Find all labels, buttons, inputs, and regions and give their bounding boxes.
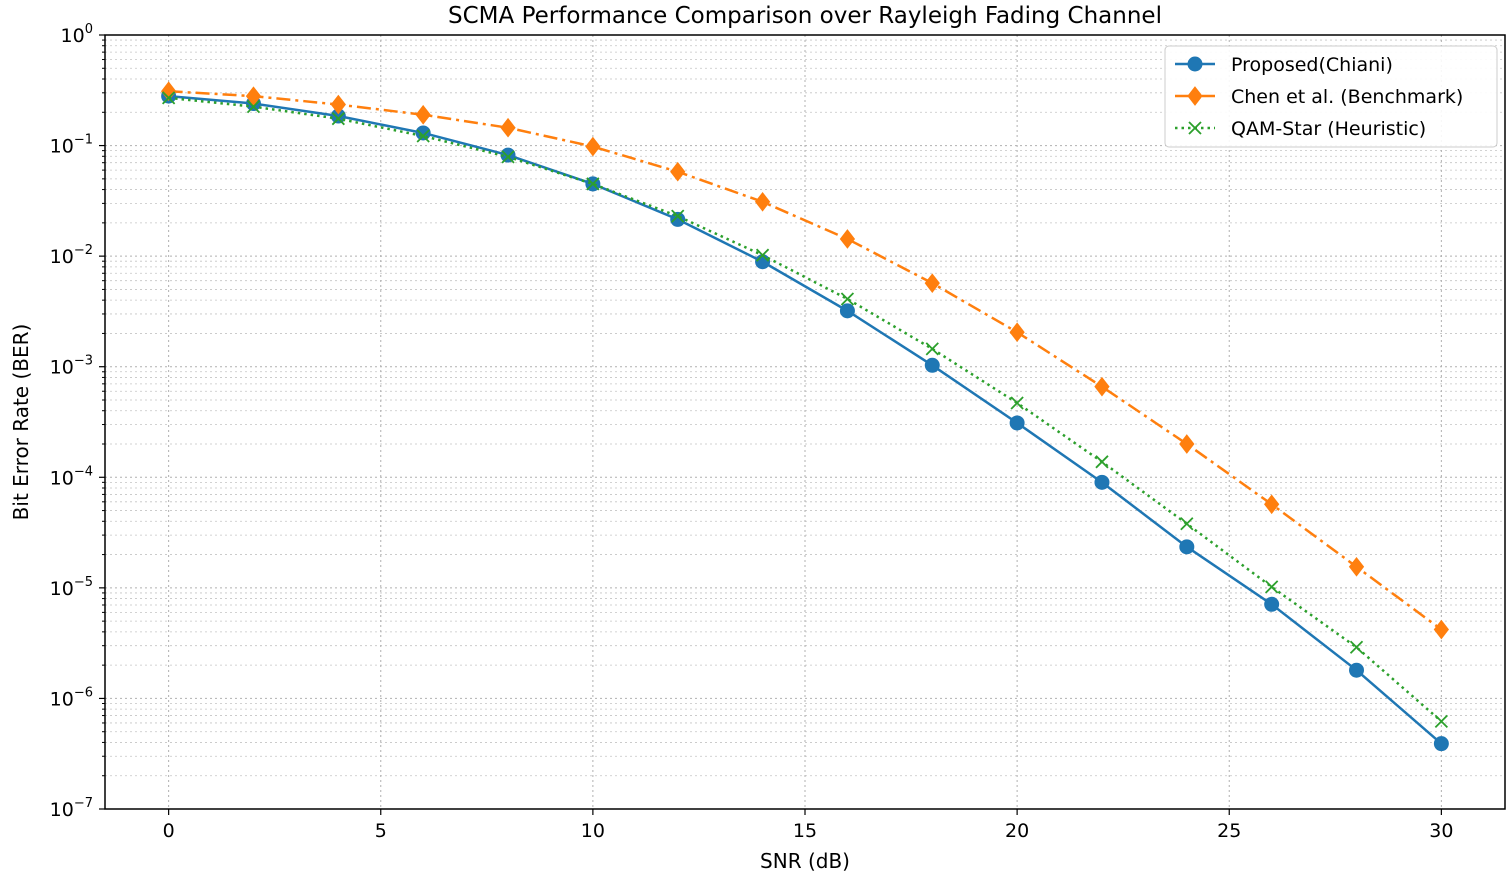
y-tick-label: 10−3 [50,354,93,379]
legend-marker [1187,86,1203,106]
series-line [168,89,1443,631]
x-tick-label: 15 [793,820,817,842]
data-point [1264,596,1280,612]
x-tick-label: 30 [1429,820,1453,842]
data-point [1433,619,1449,640]
data-point [1265,580,1279,594]
x-tick-label: 5 [375,820,387,842]
data-point [1095,455,1109,469]
data-point [416,129,430,143]
ticks: 100 10−1 10−2 10−3 10−4 10−5 10−6 10−7 0 5 10 15 20 2… [50,22,1454,842]
data-point [839,303,855,319]
data-point [1264,494,1280,515]
data-point [754,191,771,212]
data-point [840,292,855,306]
data-point [1094,376,1110,397]
x-tick-label: 10 [581,820,605,842]
data-point [161,91,176,105]
data-point [1180,517,1194,531]
y-tick-label: 100 [61,22,93,47]
data-point [1010,396,1024,410]
x-tick-label: 0 [163,820,175,842]
data-point [670,161,686,182]
y-tick-label: 10−7 [50,796,93,821]
data-point [501,150,515,164]
legend-marker [1187,56,1203,72]
data-point [245,86,262,106]
data-point [415,104,431,125]
y-tick-label: 10−4 [50,464,93,489]
data-point [1179,434,1195,454]
series-3 [161,91,1448,729]
data-point [1348,556,1365,577]
y-tick-label: 10−6 [50,685,93,710]
legend-label: Proposed(Chiani) [1231,54,1393,76]
data-point [161,81,177,102]
data-point [1433,736,1449,752]
data-point [1094,474,1110,490]
data-point [415,125,431,141]
data-point [331,112,345,126]
x-tick-label: 25 [1217,820,1241,842]
data-point [671,209,685,223]
data-point [755,254,771,270]
data-point [586,177,600,191]
y-tick-label: 10−5 [50,575,93,600]
x-tick-label: 20 [1005,820,1029,842]
data-point [500,147,516,163]
legend-label: QAM-Star (Heuristic) [1231,118,1426,140]
grid [105,34,1505,810]
data-point [330,94,346,115]
y-axis-label: Bit Error Rate (BER) [9,324,33,521]
y-tick-label: 10−1 [50,133,93,158]
legend-item: Chen et al. (Benchmark) [1175,86,1463,108]
data-point [670,211,686,227]
chart-title: SCMA Performance Comparison over Rayleig… [448,3,1162,29]
legend-item: Proposed(Chiani) [1175,54,1393,76]
legend: Proposed(Chiani) Chen et al. (Benchmark) Q… [1164,45,1498,148]
data-point [755,248,770,262]
data-point [1349,662,1365,678]
data-point [925,342,939,356]
data-point [500,117,516,138]
data-point [924,357,940,373]
data-point [839,229,856,249]
series-line [168,94,1443,745]
data-point [1009,415,1025,431]
data-point [246,99,261,114]
data-point [1009,322,1025,343]
data-point [1349,640,1364,654]
x-axis-label: SNR (dB) [760,849,850,873]
data-point [585,136,601,157]
series-layer [161,81,1449,752]
legend-box [1164,45,1498,148]
y-tick-label: 10−2 [50,243,93,268]
legend-marker [1188,121,1202,135]
data-point [1179,539,1195,555]
legend-item: QAM-Star (Heuristic) [1175,118,1426,140]
data-point [924,273,940,293]
data-point [1434,714,1448,729]
legend-label: Chen et al. (Benchmark) [1231,86,1463,108]
series-2 [161,81,1449,640]
